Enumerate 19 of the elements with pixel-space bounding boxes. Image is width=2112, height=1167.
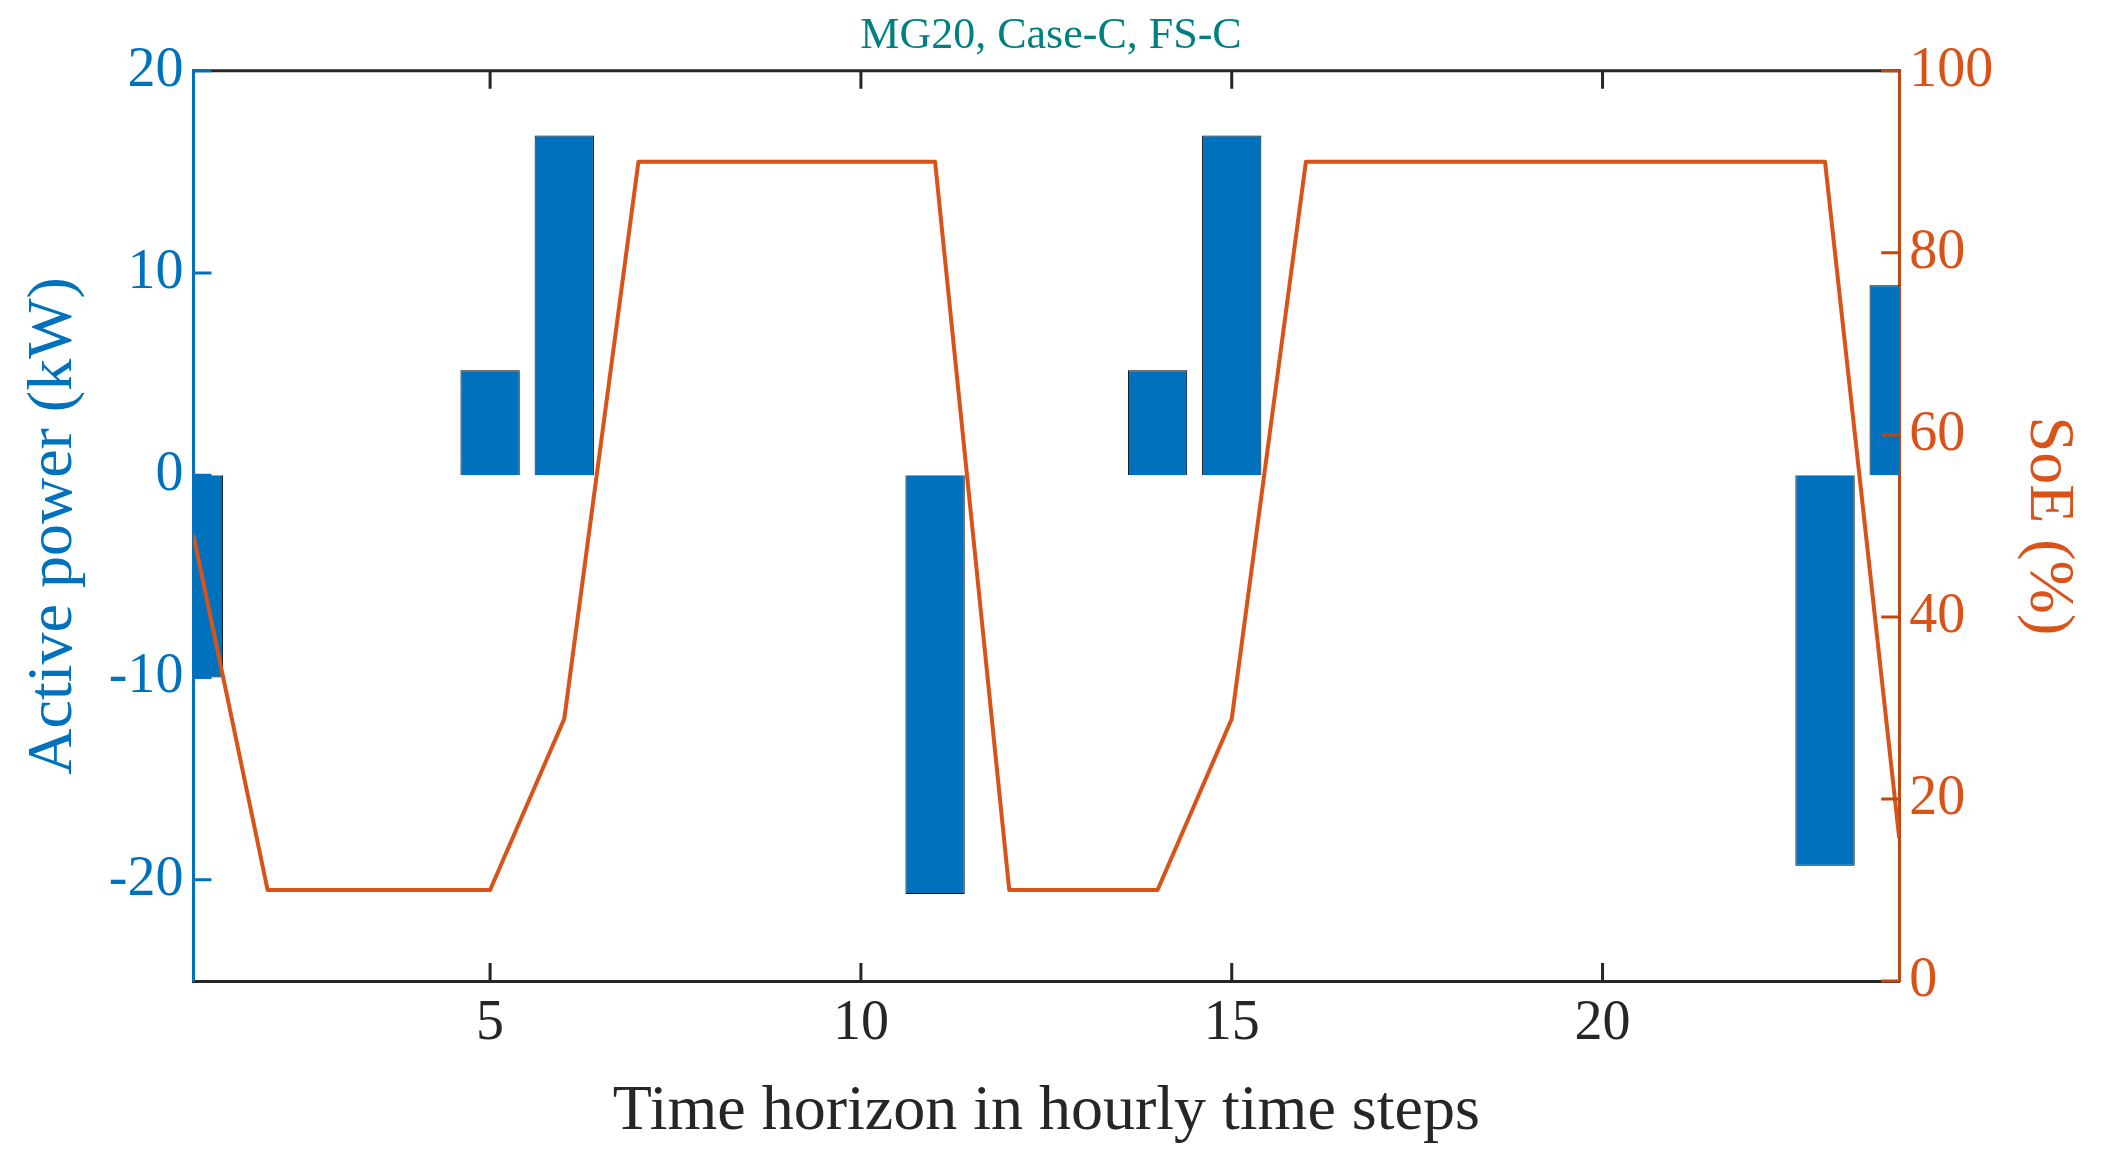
chart-title: MG20, Case-C, FS-C — [860, 8, 1242, 58]
x-tick-label: 5 — [476, 989, 505, 1052]
y-tick-label: -20 — [108, 844, 184, 907]
y2-tick-label: 20 — [1909, 763, 1966, 826]
y-tick-label: 10 — [127, 237, 184, 300]
x-tick-label: 15 — [1203, 989, 1260, 1052]
x-tick-label: 20 — [1574, 989, 1631, 1052]
y2-tick-label: 80 — [1909, 217, 1966, 280]
y2-axis-title: SoE (%) — [2016, 416, 2088, 636]
y2-tick-label: 100 — [1909, 35, 1994, 98]
y-tick-label: 20 — [127, 35, 184, 98]
y-axis-title: Active power (kW) — [14, 277, 86, 775]
x-tick-label: 10 — [832, 989, 889, 1052]
x-axis-title: Time horizon in hourly time steps — [612, 1072, 1480, 1144]
y2-tick-label: 60 — [1909, 399, 1966, 462]
y-tick-label: -10 — [108, 642, 184, 705]
y-tick-label: 0 — [155, 440, 184, 503]
y2-tick-label: 0 — [1909, 945, 1938, 1008]
y2-tick-label: 40 — [1909, 581, 1966, 644]
